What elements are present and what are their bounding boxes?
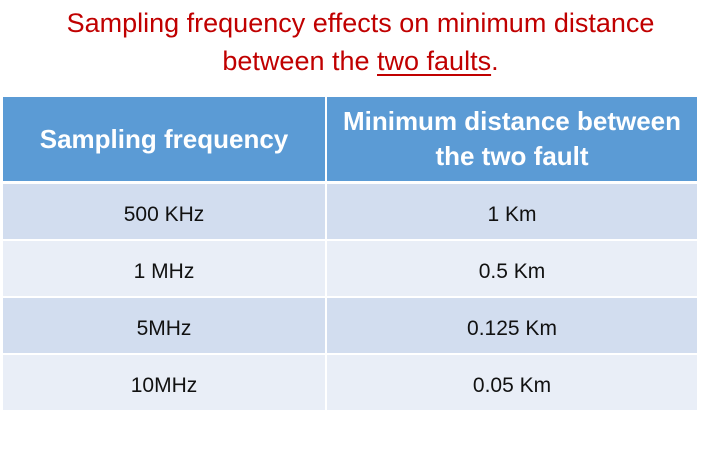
- slide-title: Sampling frequency effects on minimum di…: [0, 4, 721, 80]
- table-row: 1 MHz 0.5 Km: [3, 240, 697, 298]
- header-sampling-frequency: Sampling frequency: [3, 97, 327, 184]
- sampling-frequency-table: Sampling frequency Minimum distance betw…: [3, 97, 697, 412]
- frequency-cell: 5MHz: [3, 297, 327, 355]
- table-row: 500 KHz 1 Km: [3, 182, 697, 241]
- distance-cell: 0.5 Km: [326, 240, 697, 298]
- table-header-row: Sampling frequency Minimum distance betw…: [3, 97, 697, 184]
- distance-cell: 0.05 Km: [326, 354, 697, 412]
- frequency-cell: 10MHz: [3, 354, 327, 412]
- title-underlined-text: two faults: [377, 46, 492, 76]
- table-row: 10MHz 0.05 Km: [3, 354, 697, 412]
- header-minimum-distance: Minimum distance between the two fault: [326, 97, 697, 184]
- title-line-2: between the two faults.: [0, 42, 721, 80]
- distance-cell: 0.125 Km: [326, 297, 697, 355]
- frequency-cell: 1 MHz: [3, 240, 327, 298]
- table-row: 5MHz 0.125 Km: [3, 297, 697, 355]
- frequency-cell: 500 KHz: [3, 182, 327, 241]
- distance-cell: 1 Km: [326, 182, 697, 241]
- title-line-2-suffix: .: [491, 46, 499, 76]
- title-line-2-prefix: between the: [222, 46, 378, 76]
- title-line-1: Sampling frequency effects on minimum di…: [66, 8, 655, 38]
